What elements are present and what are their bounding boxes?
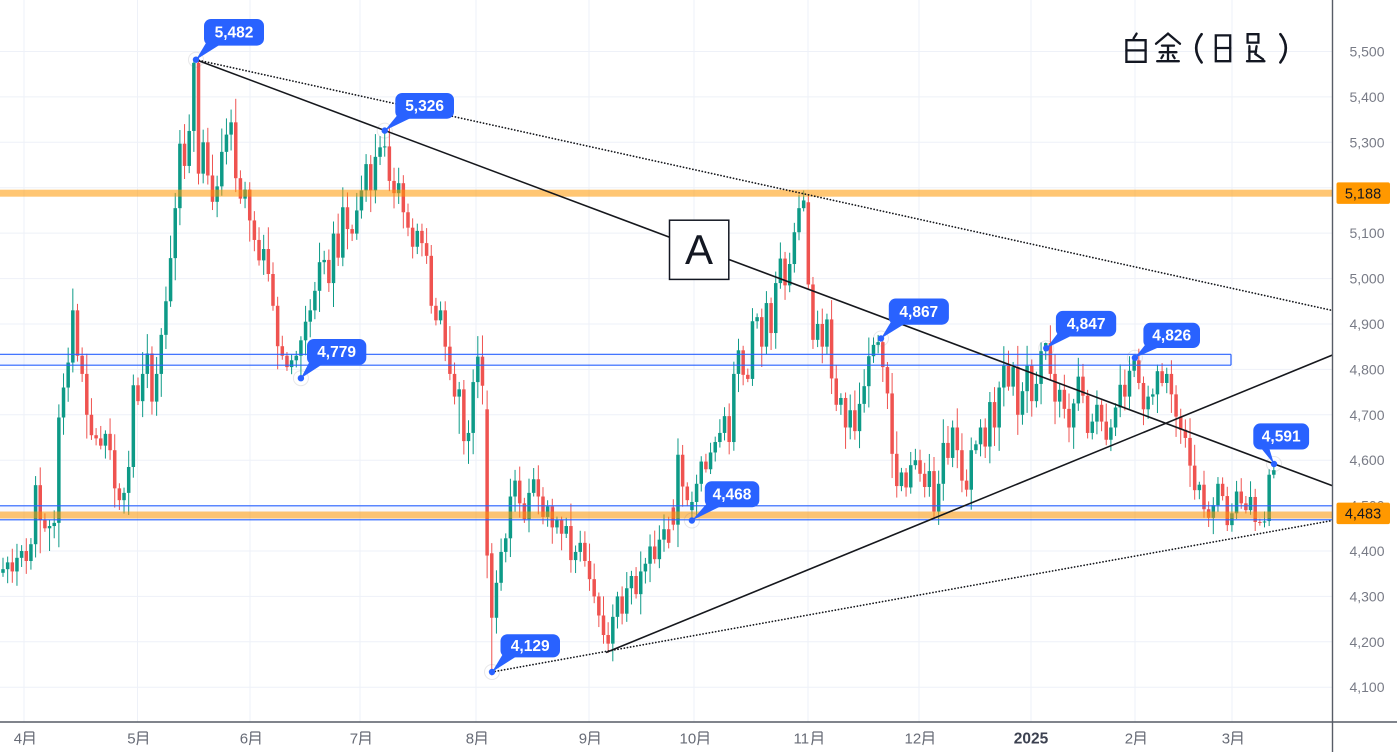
svg-text:5,300: 5,300 <box>1349 134 1384 150</box>
svg-text:4,867: 4,867 <box>899 304 938 321</box>
svg-text:A: A <box>685 226 713 273</box>
svg-text:4,826: 4,826 <box>1152 328 1191 345</box>
svg-text:4,400: 4,400 <box>1349 543 1384 559</box>
svg-text:5,188: 5,188 <box>1345 186 1381 202</box>
svg-text:4,847: 4,847 <box>1067 316 1106 333</box>
svg-text:2: 2 <box>1125 731 1133 748</box>
svg-text:4,468: 4,468 <box>713 486 752 503</box>
svg-text:4,779: 4,779 <box>317 344 356 361</box>
svg-text:4,100: 4,100 <box>1349 679 1384 695</box>
svg-text:4,600: 4,600 <box>1349 452 1384 468</box>
svg-text:4,200: 4,200 <box>1349 634 1384 650</box>
svg-text:7: 7 <box>350 731 358 748</box>
svg-text:4,900: 4,900 <box>1349 316 1384 332</box>
svg-text:2025: 2025 <box>1014 731 1049 748</box>
svg-text:5,100: 5,100 <box>1349 225 1384 241</box>
svg-text:5,482: 5,482 <box>215 25 254 42</box>
svg-text:5,500: 5,500 <box>1349 44 1384 60</box>
svg-text:5,400: 5,400 <box>1349 89 1384 105</box>
svg-text:5,000: 5,000 <box>1349 271 1384 287</box>
svg-text:12: 12 <box>905 731 922 748</box>
svg-text:10: 10 <box>680 731 697 748</box>
svg-text:4,129: 4,129 <box>511 638 550 655</box>
svg-text:4,591: 4,591 <box>1262 429 1301 446</box>
svg-text:6: 6 <box>240 731 248 748</box>
svg-text:4: 4 <box>14 731 22 748</box>
svg-text:4,300: 4,300 <box>1349 588 1384 604</box>
svg-text:5,326: 5,326 <box>405 98 444 115</box>
svg-text:4,483: 4,483 <box>1345 507 1381 523</box>
svg-text:9: 9 <box>579 731 587 748</box>
svg-text:4,800: 4,800 <box>1349 361 1384 377</box>
svg-text:11: 11 <box>794 731 810 748</box>
svg-text:3: 3 <box>1222 731 1230 748</box>
svg-text:5: 5 <box>127 731 135 748</box>
svg-text:8: 8 <box>466 731 474 748</box>
svg-text:4,700: 4,700 <box>1349 407 1384 423</box>
